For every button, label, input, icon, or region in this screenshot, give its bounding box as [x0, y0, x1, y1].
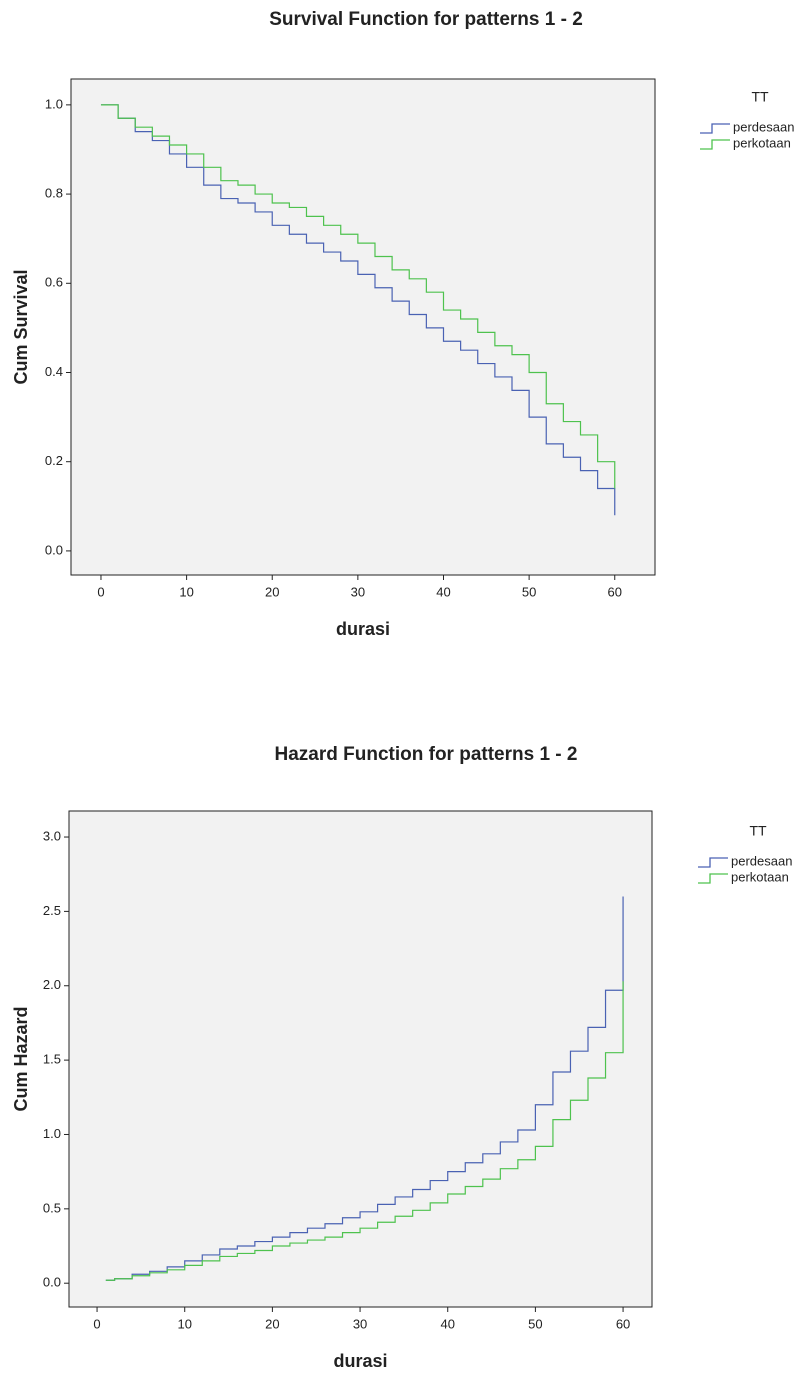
x-tick-label: 10	[177, 1316, 191, 1331]
x-tick-label: 0	[93, 1316, 100, 1331]
legend-label: perkotaan	[731, 869, 789, 884]
y-tick-label: 1.5	[43, 1052, 61, 1067]
x-tick-label: 20	[265, 1316, 279, 1331]
survival-line	[105, 981, 624, 1281]
x-tick-label: 50	[528, 1316, 542, 1331]
x-tick-label: 40	[436, 584, 450, 599]
y-tick-label: 0.0	[45, 542, 63, 557]
y-tick-label: 2.5	[43, 903, 61, 918]
chart-title: Survival Function for patterns 1 - 2	[269, 9, 583, 30]
y-axis-title: Cum Survival	[11, 269, 31, 384]
legend-title: TT	[751, 89, 769, 105]
survival-line	[100, 104, 616, 516]
legend-label: perkotaan	[733, 135, 791, 150]
survival-line	[100, 104, 616, 489]
y-tick-label: 1.0	[43, 1126, 61, 1141]
legend-label: perdesaan	[733, 119, 794, 134]
plot-area	[68, 810, 653, 1308]
survival-line	[105, 896, 624, 1281]
plot-area	[70, 78, 656, 576]
legend-label: perdesaan	[731, 853, 792, 868]
x-tick-label: 0	[97, 584, 104, 599]
x-tick-label: 40	[440, 1316, 454, 1331]
y-tick-label: 0.0	[43, 1275, 61, 1290]
y-tick-label: 0.2	[45, 453, 63, 468]
legend-swatch	[700, 123, 730, 134]
x-tick-label: 60	[608, 584, 622, 599]
y-tick-label: 0.5	[43, 1200, 61, 1215]
x-tick-label: 50	[522, 584, 536, 599]
legend-swatch	[698, 857, 728, 868]
y-tick-label: 3.0	[43, 828, 61, 843]
x-tick-label: 10	[179, 584, 193, 599]
y-axis-title: Cum Hazard	[11, 1006, 31, 1111]
x-tick-label: 60	[616, 1316, 630, 1331]
x-tick-label: 30	[353, 1316, 367, 1331]
y-tick-label: 0.6	[45, 275, 63, 290]
x-tick-label: 20	[265, 584, 279, 599]
y-tick-label: 0.8	[45, 186, 63, 201]
y-tick-label: 2.0	[43, 977, 61, 992]
legend-title: TT	[749, 823, 767, 839]
x-axis-title: durasi	[336, 619, 390, 639]
y-tick-label: 1.0	[45, 96, 63, 111]
y-tick-label: 0.4	[45, 364, 63, 379]
x-axis-title: durasi	[333, 1351, 387, 1371]
x-tick-label: 30	[351, 584, 365, 599]
chart-title: Hazard Function for patterns 1 - 2	[275, 744, 578, 765]
legend-swatch	[698, 873, 728, 884]
legend-swatch	[700, 139, 730, 150]
